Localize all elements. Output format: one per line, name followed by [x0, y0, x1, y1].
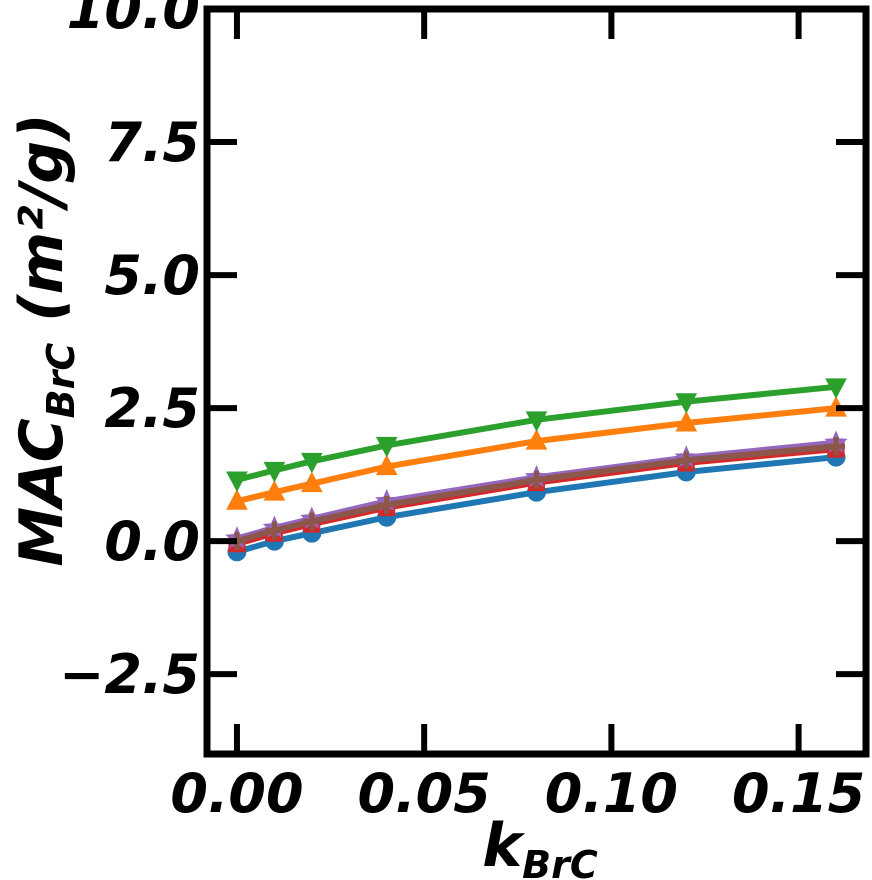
y-axis-title: MACBrC (m²/g) [7, 113, 83, 566]
data-point-plus [827, 437, 846, 456]
series-2 [226, 396, 847, 510]
y-tick-label: 10.0 [67, 0, 200, 41]
data-point-triangle-up [525, 429, 548, 450]
data-point-triangle-up [263, 480, 286, 501]
data-point-triangle-up [301, 471, 323, 493]
y-tick-label: 5.0 [104, 244, 200, 307]
data-point-triangle-down [226, 471, 248, 493]
data-point-plus [377, 495, 396, 514]
y-tick-label: 7.5 [104, 111, 200, 174]
x-tick-label: 0.10 [545, 762, 678, 825]
x-axis-title: kBrC [482, 811, 598, 880]
y-tick-label: 2.5 [104, 377, 200, 440]
x-tick-label: 0.00 [170, 762, 303, 825]
series-1 [227, 447, 846, 562]
series-layer [225, 378, 848, 562]
labels-layer: 0.00 0.05 0.10 0.15 −2.5 0.0 2.5 5.0 7.5 10.0 [59, 0, 865, 825]
data-point-triangle-up [675, 410, 698, 432]
data-point-plus [527, 470, 546, 489]
data-point-plus [677, 451, 696, 470]
series-3 [226, 378, 847, 493]
x-tick-label: 0.05 [358, 762, 491, 825]
y-tick-label: 0.0 [104, 510, 200, 573]
data-point-triangle-down [675, 393, 698, 414]
data-point-triangle-down [375, 436, 398, 458]
data-point-triangle-down [263, 461, 286, 483]
x-tick-label: 0.15 [732, 762, 865, 825]
data-point-triangle-up [375, 454, 398, 476]
data-point-triangle-down [525, 411, 548, 432]
ticks-layer [207, 6, 866, 754]
data-point-triangle-up [226, 489, 248, 510]
y-tick-label: −2.5 [59, 643, 200, 706]
data-point-plus [302, 512, 321, 531]
data-point-triangle-down [301, 452, 323, 474]
series-6 [227, 437, 846, 551]
plot-frame [203, 5, 870, 758]
data-point-triangle-down [825, 378, 847, 399]
data-point-plus [265, 521, 284, 540]
